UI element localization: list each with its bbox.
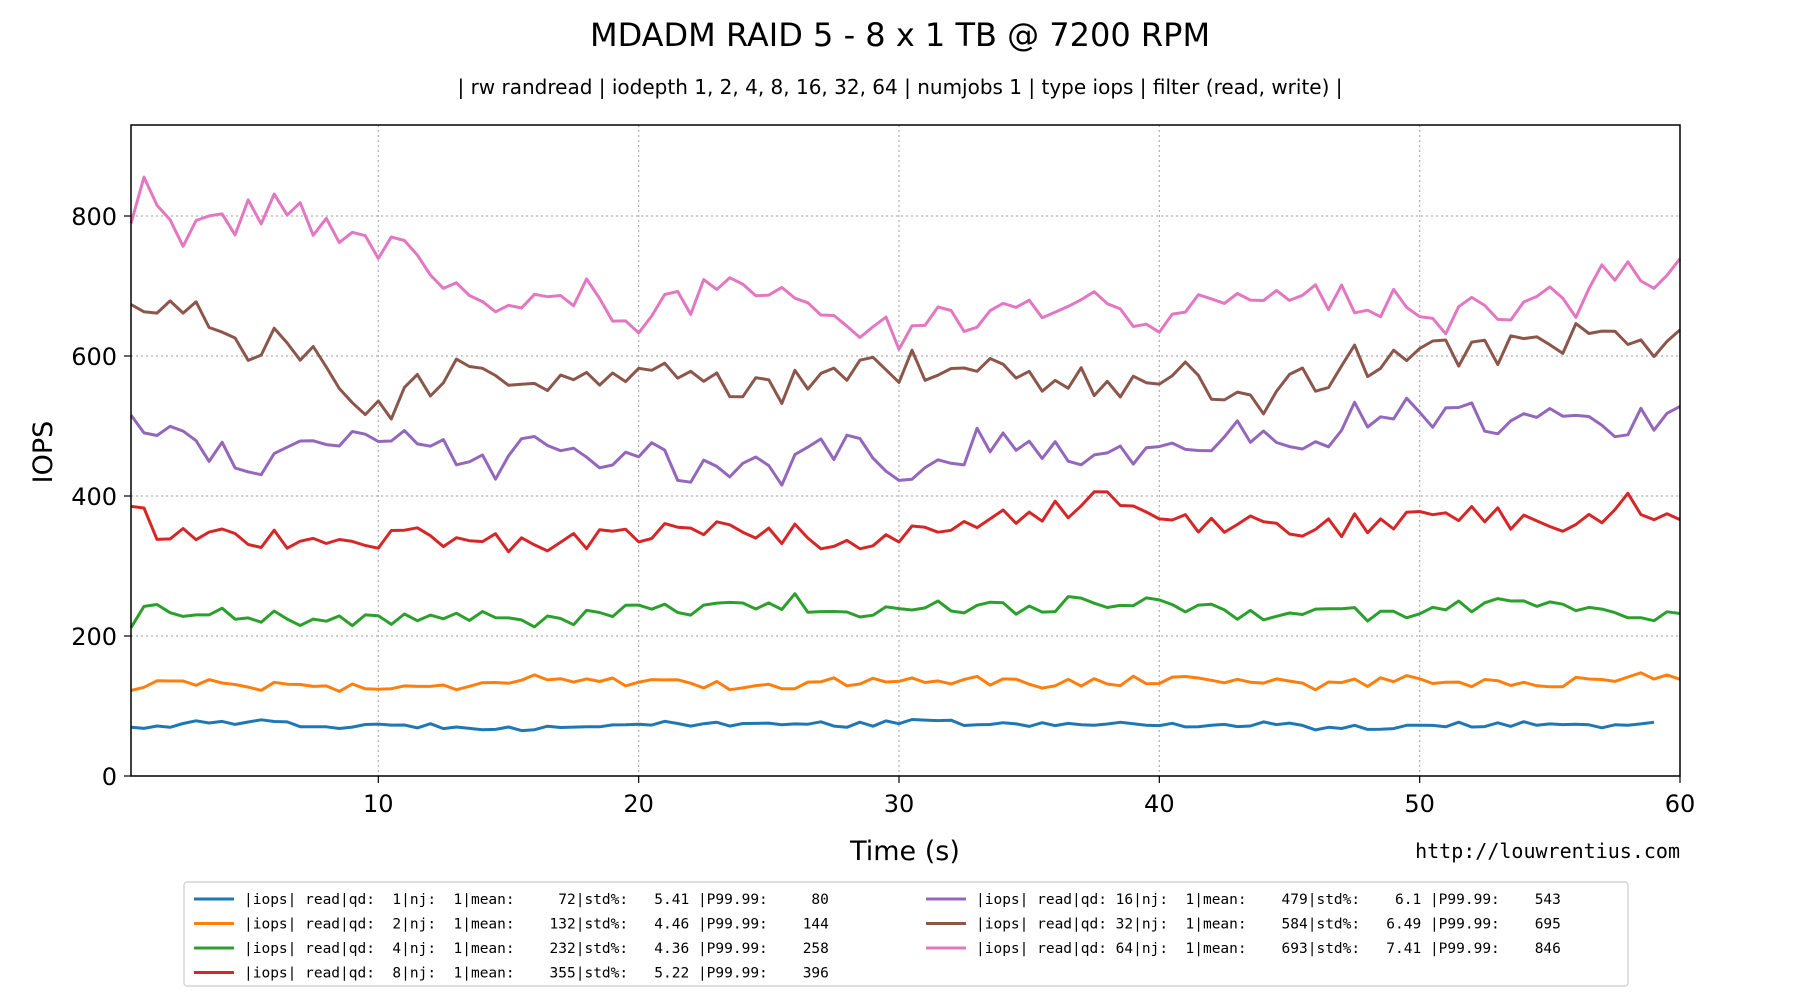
legend-label: |iops| read|qd: 1|nj: 1|mean: 72|std%: 5…: [244, 892, 829, 908]
legend-label: |iops| read|qd: 32|nj: 1|mean: 584|std%:…: [976, 917, 1561, 933]
legend-item-qd4: |iops| read|qd: 4|nj: 1|mean: 232|std%: …: [194, 941, 829, 957]
legend-label: |iops| read|qd: 2|nj: 1|mean: 132|std%: …: [244, 917, 829, 933]
y-tick-label: 400: [71, 483, 117, 511]
legend-label: |iops| read|qd: 64|nj: 1|mean: 693|std%:…: [976, 941, 1561, 957]
plot-frame: [130, 124, 1681, 777]
x-tick-label: 60: [1665, 790, 1696, 818]
series-line-qd16: [129, 396, 1681, 487]
legend-item-qd32: |iops| read|qd: 32|nj: 1|mean: 584|std%:…: [926, 917, 1561, 933]
legend-label: |iops| read|qd: 8|nj: 1|mean: 355|std%: …: [244, 966, 829, 982]
y-tick-label: 0: [102, 763, 117, 791]
y-axis-label: IOPS: [28, 421, 59, 484]
legend-label: |iops| read|qd: 4|nj: 1|mean: 232|std%: …: [244, 941, 829, 957]
legend: |iops| read|qd: 1|nj: 1|mean: 72|std%: 5…: [183, 881, 1629, 987]
y-tick-label: 600: [71, 343, 117, 371]
series-line-qd8: [130, 490, 1681, 554]
chart-title: MDADM RAID 5 - 8 x 1 TB @ 7200 RPM: [590, 16, 1210, 54]
legend-label: |iops| read|qd: 16|nj: 1|mean: 479|std%:…: [976, 892, 1561, 908]
x-tick-label: 50: [1404, 790, 1435, 818]
series-line-qd1: [130, 718, 1655, 733]
legend-item-qd1: |iops| read|qd: 1|nj: 1|mean: 72|std%: 5…: [194, 892, 829, 908]
legend-item-qd8: |iops| read|qd: 8|nj: 1|mean: 355|std%: …: [194, 966, 829, 982]
x-tick-label: 10: [363, 790, 394, 818]
series-line-qd4: [129, 592, 1681, 629]
series-lines: [129, 175, 1682, 733]
legend-item-qd16: |iops| read|qd: 16|nj: 1|mean: 479|std%:…: [926, 892, 1561, 908]
credit-url: http://louwrentius.com: [1415, 839, 1680, 863]
chart-subtitle: | rw randread | iodepth 1, 2, 4, 8, 16, …: [457, 75, 1342, 99]
series-line-qd64: [129, 175, 1682, 351]
legend-item-qd64: |iops| read|qd: 64|nj: 1|mean: 693|std%:…: [926, 941, 1561, 957]
y-tick-label: 800: [71, 203, 117, 231]
x-tick-label: 30: [884, 790, 915, 818]
x-tick-label: 40: [1144, 790, 1175, 818]
series-line-qd32: [130, 299, 1681, 421]
series-line-qd2: [130, 671, 1681, 693]
x-axis-label: Time (s): [849, 836, 960, 867]
y-tick-label: 200: [71, 623, 117, 651]
legend-item-qd2: |iops| read|qd: 2|nj: 1|mean: 132|std%: …: [194, 917, 829, 933]
x-tick-label: 20: [623, 790, 654, 818]
legend-box: [183, 881, 1629, 987]
